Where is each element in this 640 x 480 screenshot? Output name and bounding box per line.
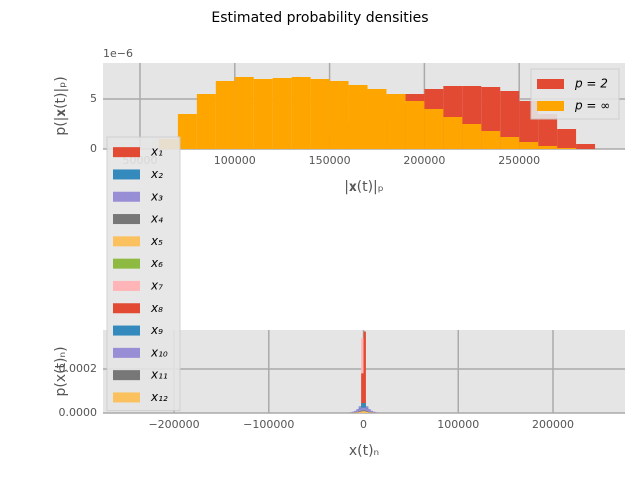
histogram-bar — [196, 94, 216, 149]
histogram-bar — [500, 137, 520, 149]
histogram-bar — [386, 94, 406, 149]
histogram-bar — [405, 101, 425, 149]
histogram-bar — [368, 410, 371, 413]
histogram-bar — [519, 142, 539, 149]
histogram-bar — [367, 89, 387, 149]
histogram-bar — [253, 79, 273, 149]
histogram-bar — [368, 412, 371, 413]
histogram-bar — [500, 91, 520, 149]
legend-swatch — [113, 191, 140, 202]
legend-swatch — [113, 370, 140, 381]
histogram-bar — [358, 411, 362, 413]
histogram-bar — [354, 411, 357, 413]
x-tick-label: −200000 — [148, 418, 199, 431]
legend-swatch — [537, 101, 564, 111]
histogram-bar — [370, 411, 373, 413]
histogram-bar — [310, 79, 330, 149]
legend-label: x₅ — [150, 234, 163, 248]
histogram-bar — [481, 131, 501, 149]
legend-swatch — [113, 325, 140, 336]
y-tick-label: 0 — [90, 142, 97, 155]
legend: x₁ x₂ x₃ x₄ x₅ x₆ x₇ x₈ x₉ x₁₀ x₁₁ x₁₂ — [106, 136, 181, 412]
y-axis-label: p(x(t)ₙ) — [53, 346, 69, 396]
legend-swatch — [113, 258, 140, 269]
x-axis-label: |𝐱(t)|ₚ — [344, 179, 384, 195]
legend-label: x₆ — [150, 256, 163, 270]
histogram-bar — [443, 117, 463, 149]
y-axis-label: p(|𝐱(t)|ₚ) — [53, 76, 69, 135]
legend-swatch — [113, 303, 140, 314]
x-tick-label: −100000 — [243, 418, 294, 431]
histogram-bar — [363, 411, 366, 413]
y-offset-label: 1e−6 — [103, 47, 133, 60]
legend-swatch — [113, 169, 140, 180]
x-tick-label: 150000 — [309, 154, 351, 167]
histogram-bar — [462, 124, 482, 149]
legend-swatch — [537, 79, 564, 89]
histogram-bar — [291, 77, 311, 149]
legend-swatch — [113, 280, 140, 291]
histogram-bar — [557, 148, 577, 149]
legend-swatch — [113, 347, 140, 358]
legend-label: x₂ — [150, 167, 163, 181]
legend-label: x₇ — [150, 278, 163, 292]
legend-label: x₈ — [150, 301, 163, 315]
histogram-bar — [358, 409, 362, 413]
histogram-bar — [177, 114, 197, 149]
legend-label: x₁₁ — [150, 368, 168, 382]
legend-box — [106, 136, 181, 412]
legend-label: x₁ — [150, 145, 163, 159]
legend-label: x₉ — [150, 323, 163, 337]
legend-swatch — [113, 236, 140, 247]
legend-label: x₄ — [150, 212, 163, 226]
x-tick-label: 200000 — [532, 418, 574, 431]
x-tick-label: 100000 — [437, 418, 479, 431]
histogram-bar — [234, 77, 254, 149]
histogram-bar — [576, 144, 596, 149]
x-axis-label: x(t)ₙ — [349, 443, 379, 459]
histogram-bar — [363, 331, 366, 413]
histogram-bar — [424, 109, 444, 149]
histogram-bar — [365, 411, 369, 413]
figure-title: Estimated probability densities — [211, 10, 428, 26]
histogram-bar — [356, 410, 359, 413]
legend-label: x₁₂ — [150, 390, 168, 404]
histogram-bar — [538, 114, 558, 149]
y-tick-label: 0.0002 — [59, 362, 98, 375]
y-tick-label: 5 — [90, 92, 97, 105]
x-tick-label: 200000 — [403, 154, 445, 167]
histogram-bar — [329, 81, 349, 149]
legend-swatch — [113, 392, 140, 403]
legend-label: p = ∞ — [574, 99, 610, 113]
x-tick-label: 0 — [360, 418, 367, 431]
histogram-bar — [361, 373, 364, 413]
x-tick-label: 100000 — [214, 154, 256, 167]
legend-label: x₁₀ — [150, 345, 168, 359]
legend: p = 2 p = ∞ — [530, 68, 620, 120]
histogram-bar — [215, 81, 235, 149]
histogram-bar — [356, 412, 359, 413]
histogram-bar — [557, 129, 577, 149]
x-tick-label: 250000 — [498, 154, 540, 167]
legend-swatch — [113, 147, 140, 158]
histogram-bar — [348, 85, 368, 149]
y-tick-label: 0.0000 — [59, 406, 98, 419]
histogram-bar — [365, 409, 369, 413]
legend-swatch — [113, 214, 140, 225]
histogram-bar — [272, 78, 292, 149]
histogram-bar — [538, 146, 558, 149]
histogram-bar — [361, 411, 364, 413]
legend-label: p = 2 — [574, 77, 608, 91]
legend-label: x₃ — [150, 189, 163, 203]
